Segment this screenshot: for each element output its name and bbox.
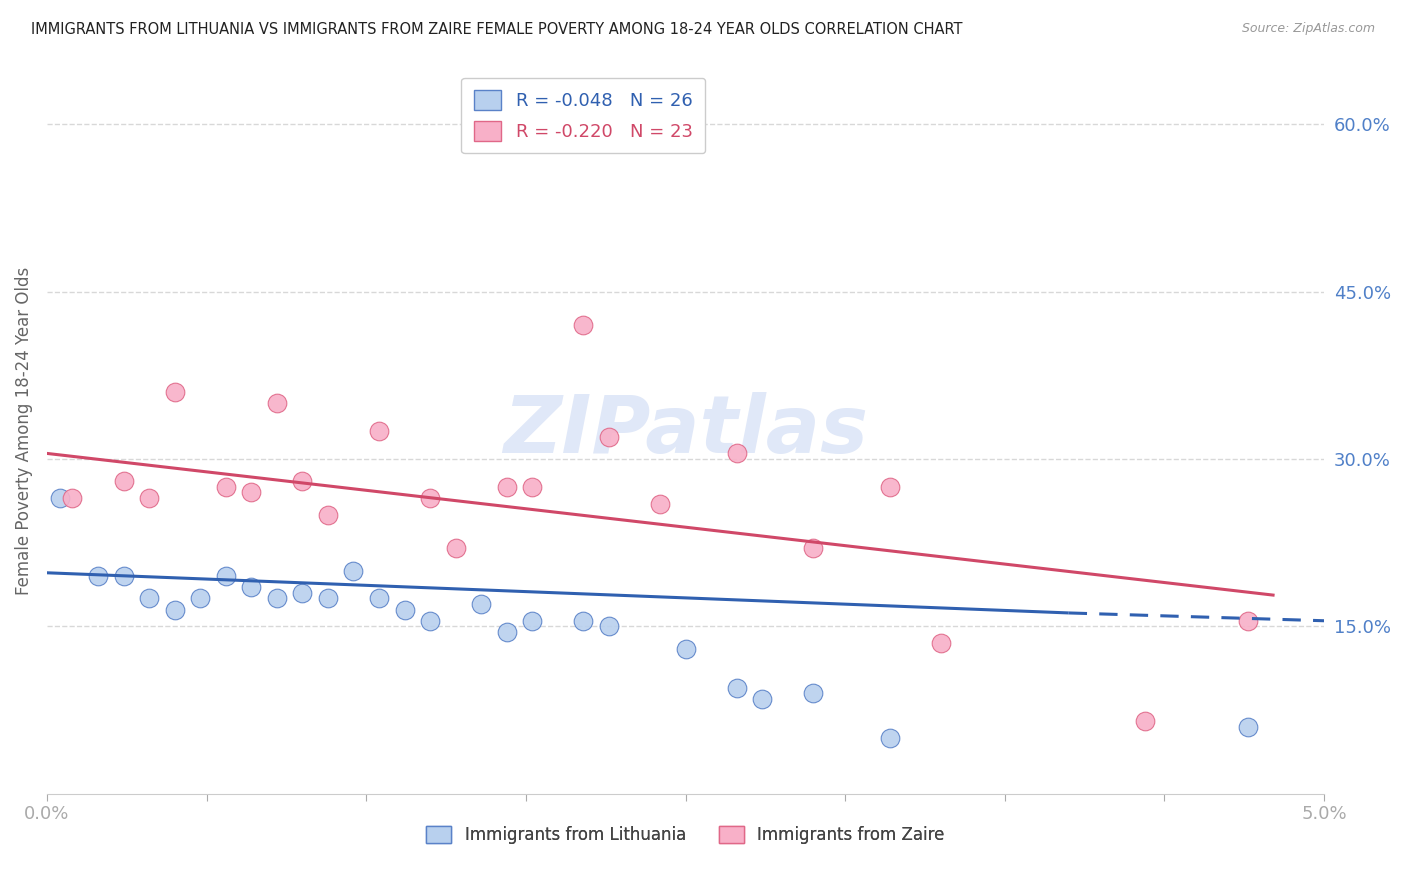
Point [163,385,186,400]
Point [112,569,135,583]
Point [1236,614,1258,628]
Point [522,480,544,494]
Point [342,564,364,578]
Point [394,602,416,616]
Point [240,485,263,500]
Point [801,686,824,700]
Point [316,591,339,606]
Point [291,475,314,489]
Point [368,591,391,606]
Point [48,491,70,505]
Point [751,691,773,706]
Point [725,446,748,460]
Legend: Immigrants from Lithuania, Immigrants from Zaire: Immigrants from Lithuania, Immigrants fr… [419,819,952,851]
Point [879,731,901,745]
Point [495,480,517,494]
Point [316,508,339,522]
Point [572,614,595,628]
Point [725,681,748,695]
Point [215,480,238,494]
Point [419,491,441,505]
Point [291,586,314,600]
Point [138,591,160,606]
Point [188,591,211,606]
Point [419,614,441,628]
Point [266,396,288,410]
Point [112,475,135,489]
Point [879,480,901,494]
Point [648,497,671,511]
Point [801,541,824,556]
Point [495,624,517,639]
Point [470,597,492,611]
Point [368,424,391,438]
Point [598,619,620,633]
Y-axis label: Female Poverty Among 18-24 Year Olds: Female Poverty Among 18-24 Year Olds [15,267,32,595]
Point [1236,720,1258,734]
Point [266,591,288,606]
Text: Source: ZipAtlas.com: Source: ZipAtlas.com [1241,22,1375,36]
Point [444,541,467,556]
Text: IMMIGRANTS FROM LITHUANIA VS IMMIGRANTS FROM ZAIRE FEMALE POVERTY AMONG 18-24 YE: IMMIGRANTS FROM LITHUANIA VS IMMIGRANTS … [31,22,963,37]
Point [215,569,238,583]
Point [87,569,110,583]
Point [240,580,263,594]
Text: ZIPatlas: ZIPatlas [503,392,868,470]
Point [598,430,620,444]
Point [1135,714,1157,728]
Point [675,641,697,656]
Point [163,602,186,616]
Point [62,491,84,505]
Point [522,614,544,628]
Point [572,318,595,332]
Point [138,491,160,505]
Point [929,636,952,650]
